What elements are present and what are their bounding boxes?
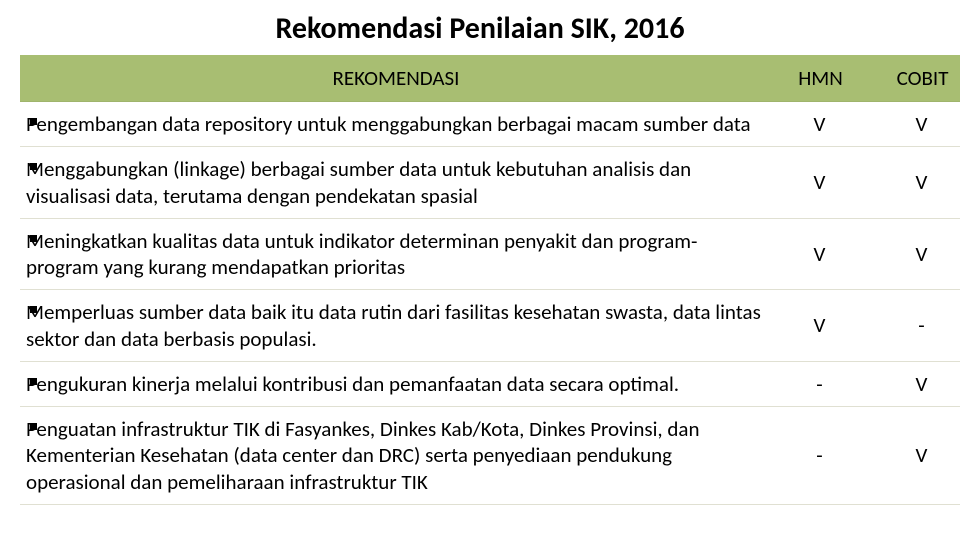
- cell-hmn: -: [772, 407, 869, 505]
- table-row: Penguatan infrastruktur TIK di Fasyankes…: [20, 407, 960, 505]
- footer-accent-band: [0, 530, 960, 540]
- cell-hmn: -: [772, 361, 869, 406]
- col-header-hmn: HMN: [772, 55, 869, 102]
- cell-hmn: V: [772, 218, 869, 290]
- cell-rekomendasi: Menggabungkan (linkage) berbagai sumber …: [20, 147, 772, 219]
- col-header-cobit: COBIT: [869, 55, 960, 102]
- cell-cobit: V: [869, 361, 960, 406]
- cell-rekomendasi: Meningkatkan kualitas data untuk indikat…: [20, 218, 772, 290]
- cell-cobit: V: [869, 218, 960, 290]
- cell-rekomendasi: Pengukuran kinerja melalui kontribusi da…: [20, 361, 772, 406]
- table-row: Menggabungkan (linkage) berbagai sumber …: [20, 147, 960, 219]
- table-header-row: REKOMENDASI HMN COBIT: [20, 55, 960, 102]
- cell-hmn: V: [772, 290, 869, 362]
- recommendation-table: REKOMENDASI HMN COBIT Pengembangan data …: [20, 55, 960, 505]
- cell-rekomendasi: Memperluas sumber data baik itu data rut…: [20, 290, 772, 362]
- col-header-rekomendasi: REKOMENDASI: [20, 55, 772, 102]
- cell-rekomendasi: Pengembangan data repository untuk mengg…: [20, 102, 772, 147]
- table-row: Meningkatkan kualitas data untuk indikat…: [20, 218, 960, 290]
- cell-cobit: V: [869, 407, 960, 505]
- cell-cobit: V: [869, 147, 960, 219]
- cell-rekomendasi: Penguatan infrastruktur TIK di Fasyankes…: [20, 407, 772, 505]
- cell-hmn: V: [772, 147, 869, 219]
- table-row: Pengembangan data repository untuk mengg…: [20, 102, 960, 147]
- cell-cobit: V: [869, 102, 960, 147]
- cell-cobit: -: [869, 290, 960, 362]
- table-row: Pengukuran kinerja melalui kontribusi da…: [20, 361, 960, 406]
- table-row: Memperluas sumber data baik itu data rut…: [20, 290, 960, 362]
- page-title: Rekomendasi Penilaian SIK, 2016: [0, 0, 960, 55]
- cell-hmn: V: [772, 102, 869, 147]
